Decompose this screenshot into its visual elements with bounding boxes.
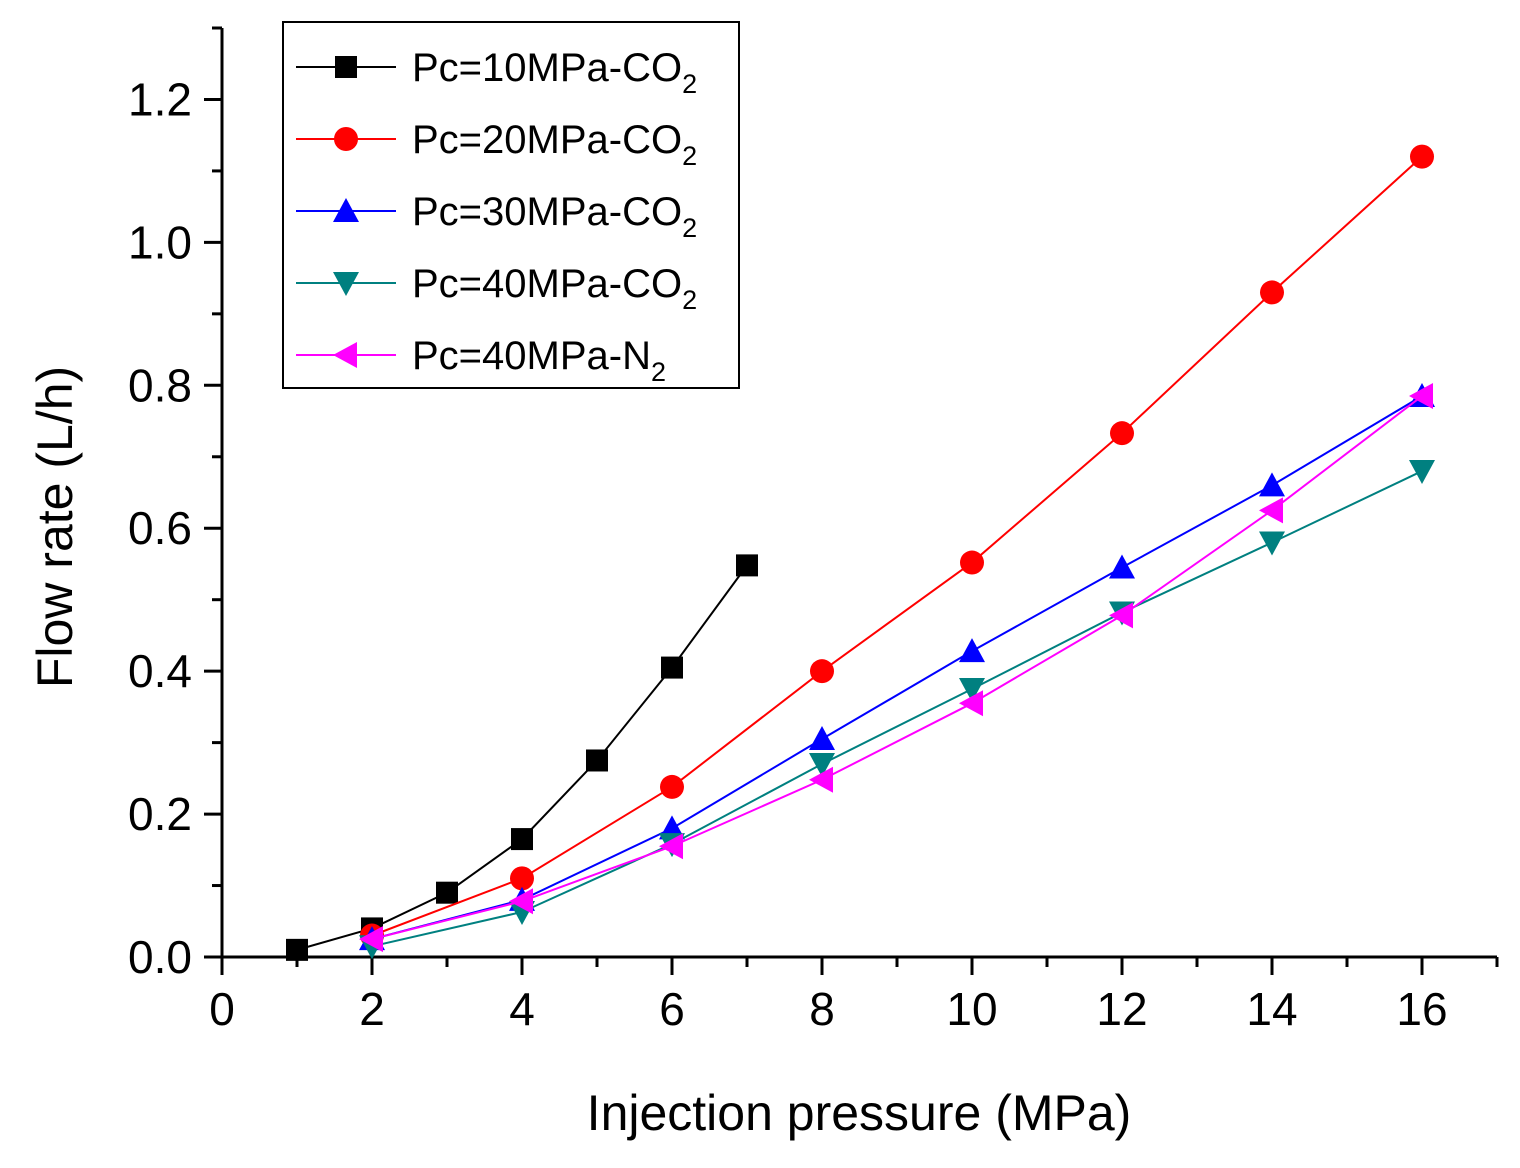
y-tick-label: 0.8 <box>128 359 192 411</box>
y-tick-label: 1.2 <box>128 73 192 125</box>
legend-label-main: Pc=10MPa-CO <box>412 46 682 90</box>
series-pc-30mpa-co2 <box>359 383 1435 951</box>
data-point <box>959 678 985 703</box>
data-point <box>1109 602 1133 629</box>
data-point <box>1259 497 1283 524</box>
data-point <box>1109 554 1135 579</box>
series-pc-40mpa-n2 <box>359 383 1433 953</box>
data-point <box>810 659 834 684</box>
data-point <box>1259 531 1285 556</box>
legend-label-subscript: 2 <box>682 141 697 171</box>
data-point <box>511 828 533 851</box>
legend-label: Pc=30MPa-CO2 <box>412 190 697 243</box>
legend-label: Pc=40MPa-CO2 <box>412 262 697 315</box>
legend-box <box>282 21 740 389</box>
x-tick-label: 14 <box>1246 983 1297 1035</box>
data-point <box>809 766 833 793</box>
data-point <box>660 774 684 799</box>
axes: 0 2 4 6 8 10 12 14 16 0.0 0.2 0.4 0.6 0.8 1.0 1.2 <box>128 26 1499 1035</box>
series-line <box>371 395 1423 941</box>
data-point <box>359 926 383 953</box>
data-point <box>1110 421 1134 446</box>
legend-item: Pc=10MPa-CO2 <box>296 46 697 99</box>
legend-label: Pc=40MPa-N2 <box>412 334 666 387</box>
y-axis-title: Flow rate (L/h) <box>27 366 83 688</box>
x-tick-label: 6 <box>659 983 685 1035</box>
data-point <box>661 656 683 679</box>
legend-item: Pc=40MPa-N2 <box>296 334 666 387</box>
y-tick-label: 1.0 <box>128 216 192 268</box>
legend-label-main: Pc=20MPa-CO <box>412 118 682 162</box>
data-point <box>286 938 308 961</box>
data-point <box>509 888 533 915</box>
legend: Pc=10MPa-CO2Pc=20MPa-CO2Pc=30MPa-CO2Pc=4… <box>282 21 740 389</box>
data-point <box>1260 280 1284 305</box>
data-point <box>436 881 458 904</box>
legend-item: Pc=20MPa-CO2 <box>296 118 697 171</box>
data-point <box>333 342 357 368</box>
data-point <box>334 127 358 151</box>
data-point <box>960 550 984 575</box>
legend-item: Pc=40MPa-CO2 <box>296 262 697 315</box>
legend-label-subscript: 2 <box>682 69 697 99</box>
y-tick-label: 0.0 <box>128 931 192 983</box>
legend-item: Pc=30MPa-CO2 <box>296 190 697 243</box>
y-tick-label: 0.4 <box>128 645 192 697</box>
x-tick-label: 4 <box>509 983 535 1035</box>
data-point <box>335 56 357 78</box>
x-tick-label: 10 <box>946 983 997 1035</box>
data-point <box>1410 144 1434 169</box>
data-point <box>586 749 608 772</box>
legend-label-main: Pc=40MPa-N <box>412 334 651 378</box>
legend-label-main: Pc=30MPa-CO <box>412 190 682 234</box>
series-line <box>371 395 1423 941</box>
data-point <box>1259 472 1285 497</box>
data-point <box>333 198 359 222</box>
data-point <box>736 554 758 577</box>
data-point <box>809 726 835 751</box>
series-layer <box>286 144 1435 961</box>
data-point <box>510 866 534 891</box>
series-pc-20mpa-co2 <box>360 144 1434 948</box>
y-tick-label: 0.6 <box>128 502 192 554</box>
x-tick-label: 12 <box>1096 983 1147 1035</box>
data-point <box>1409 383 1433 410</box>
x-tick-label: 2 <box>359 983 385 1035</box>
data-point <box>1409 460 1435 485</box>
series-line <box>371 155 1423 937</box>
legend-label-subscript: 2 <box>682 213 697 243</box>
series-line <box>371 470 1423 948</box>
legend-label: Pc=10MPa-CO2 <box>412 46 697 99</box>
data-point <box>959 638 985 663</box>
x-tick-label: 8 <box>809 983 835 1035</box>
legend-label: Pc=20MPa-CO2 <box>412 118 697 171</box>
x-tick-label: 0 <box>209 983 235 1035</box>
legend-label-subscript: 2 <box>651 357 666 387</box>
data-point <box>809 753 835 778</box>
data-point <box>959 690 983 717</box>
legend-label-subscript: 2 <box>682 285 697 315</box>
data-point <box>333 272 359 296</box>
data-point <box>659 833 683 860</box>
x-tick-label: 16 <box>1396 983 1447 1035</box>
legend-label-main: Pc=40MPa-CO <box>412 262 682 306</box>
x-axis-title: Injection pressure (MPa) <box>587 1085 1132 1141</box>
y-tick-label: 0.2 <box>128 788 192 840</box>
